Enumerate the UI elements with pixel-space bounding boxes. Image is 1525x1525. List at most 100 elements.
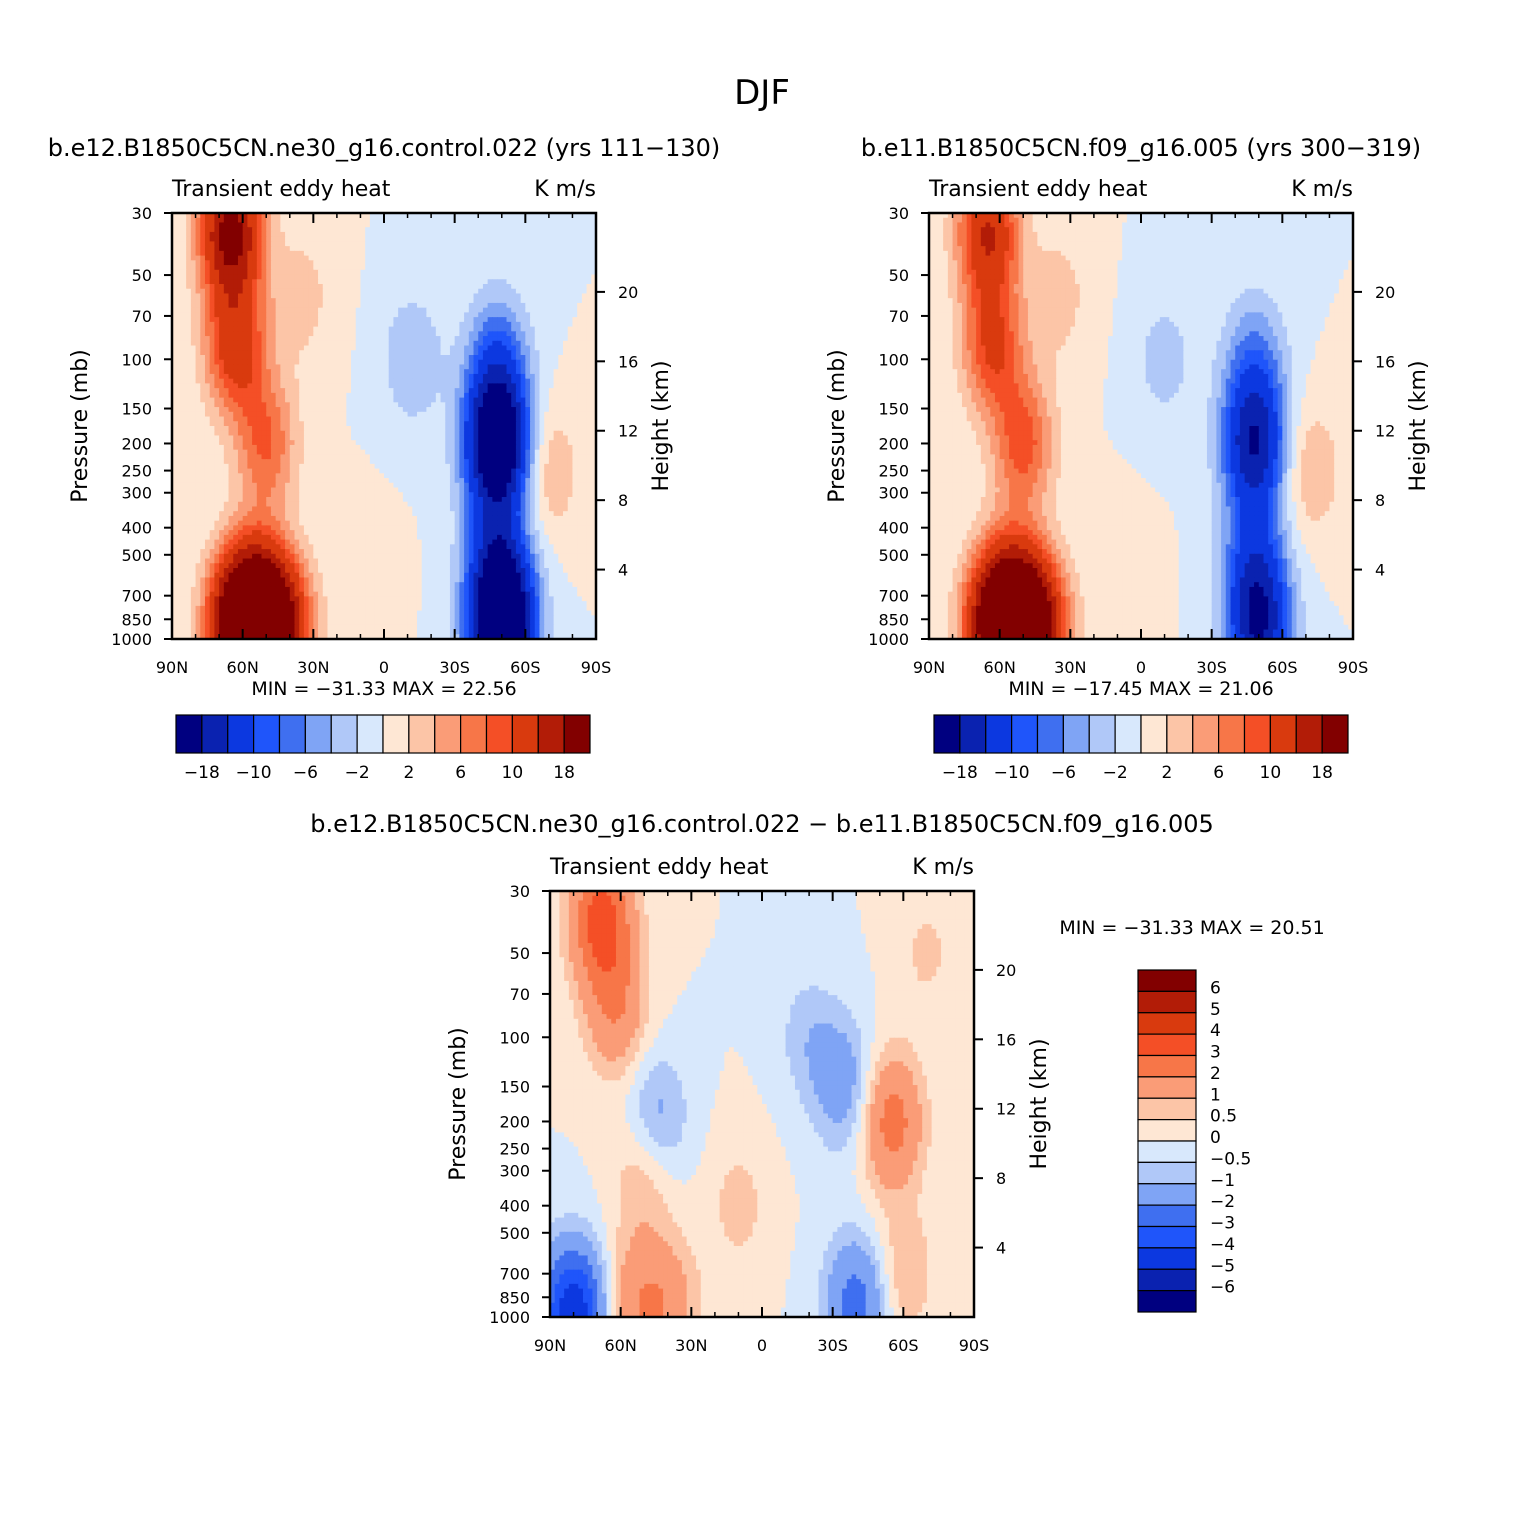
- field-cell: [449, 250, 456, 257]
- field-cell: [228, 298, 234, 304]
- field-cell: [172, 231, 178, 238]
- field-cell: [553, 298, 559, 304]
- field-cell: [186, 227, 192, 233]
- field-cell: [482, 378, 489, 384]
- field-cell: [209, 302, 215, 309]
- field-cell: [567, 312, 574, 318]
- field-cell: [402, 250, 409, 257]
- field-cell: [384, 430, 390, 437]
- field-cell: [511, 468, 517, 474]
- field-cell: [318, 355, 324, 361]
- field-cell: [501, 236, 508, 242]
- field-cell: [285, 246, 291, 252]
- field-cell: [327, 397, 333, 403]
- field-cell: [520, 312, 526, 318]
- field-cell: [402, 402, 409, 408]
- field-cell: [426, 302, 432, 309]
- field-cell: [219, 402, 225, 408]
- field-cell: [223, 260, 230, 266]
- field-cell: [256, 284, 263, 290]
- field-cell: [431, 426, 437, 432]
- field-cell: [530, 312, 536, 318]
- field-cell: [487, 355, 493, 361]
- field-cell: [313, 336, 319, 342]
- field-cell: [190, 269, 197, 276]
- field-cell: [567, 274, 574, 280]
- field-cell: [327, 293, 333, 299]
- field-cell: [190, 468, 197, 474]
- field-cell: [308, 284, 314, 290]
- field-cell: [308, 435, 314, 441]
- field-cell: [534, 279, 541, 285]
- field-cell: [393, 440, 399, 446]
- field-cell: [237, 307, 244, 313]
- field-cell: [308, 359, 314, 366]
- field-cell: [534, 222, 541, 228]
- field-cell: [534, 454, 541, 460]
- field-cell: [223, 317, 230, 323]
- field-cell: [332, 274, 338, 280]
- field-cell: [393, 274, 399, 280]
- field-cell: [186, 288, 192, 295]
- field-cell: [506, 241, 512, 247]
- field-cell: [303, 274, 310, 280]
- field-cell: [247, 336, 253, 342]
- field-cell: [280, 288, 286, 295]
- field-cell: [181, 440, 187, 446]
- field-cell: [181, 463, 187, 470]
- field-cell: [407, 317, 413, 323]
- field-cell: [313, 416, 319, 422]
- field-cell: [228, 407, 234, 413]
- field-cell: [256, 213, 263, 219]
- field-cell: [327, 459, 333, 465]
- field-cell: [407, 241, 413, 247]
- field-cell: [558, 317, 564, 323]
- field-cell: [426, 293, 432, 299]
- field-cell: [426, 274, 432, 280]
- field-cell: [478, 411, 484, 418]
- field-cell: [346, 463, 352, 470]
- field-cell: [275, 284, 281, 290]
- field-cell: [186, 421, 192, 427]
- field-cell: [365, 293, 371, 299]
- field-cell: [181, 340, 187, 347]
- field-cell: [539, 298, 545, 304]
- field-cell: [322, 317, 329, 323]
- field-cell: [256, 231, 263, 238]
- field-cell: [346, 260, 352, 266]
- field-cell: [586, 274, 592, 280]
- field-cell: [341, 255, 347, 261]
- field-cell: [172, 444, 178, 451]
- field-cell: [303, 449, 310, 455]
- field-cell: [553, 340, 559, 347]
- field-cell: [351, 321, 357, 328]
- field-cell: [299, 222, 305, 228]
- field-cell: [497, 241, 503, 247]
- field-cell: [468, 378, 475, 384]
- field-cell: [412, 454, 418, 460]
- field-cell: [416, 444, 423, 451]
- field-cell: [237, 359, 244, 366]
- field-cell: [332, 388, 338, 394]
- field-cell: [223, 269, 230, 276]
- field-cell: [181, 364, 187, 370]
- field-cell: [530, 407, 536, 413]
- field-cell: [416, 369, 423, 375]
- field-cell: [553, 331, 559, 337]
- field-cell: [449, 213, 456, 219]
- field-cell: [449, 426, 456, 432]
- field-cell: [219, 369, 225, 375]
- field-cell: [299, 364, 305, 370]
- field-cell: [563, 378, 569, 384]
- field-cell: [586, 331, 592, 337]
- field-cell: [313, 312, 319, 318]
- field-cell: [426, 416, 432, 422]
- field-cell: [360, 397, 366, 403]
- field-cell: [318, 213, 324, 219]
- field-cell: [346, 416, 352, 422]
- field-cell: [219, 373, 225, 380]
- field-cell: [374, 217, 380, 224]
- field-cell: [346, 397, 352, 403]
- field-cell: [176, 307, 183, 313]
- field-cell: [398, 336, 404, 342]
